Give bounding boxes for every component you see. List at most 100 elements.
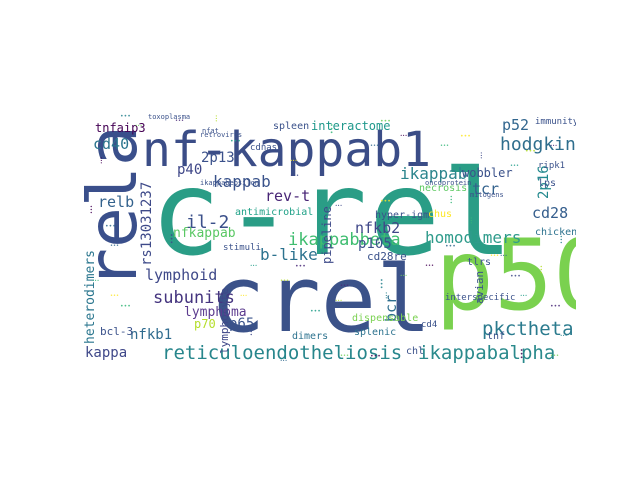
word: p50 <box>435 219 576 333</box>
word: p40 <box>177 162 203 178</box>
filler-word: ••• <box>310 308 321 315</box>
word: ikappabbeta <box>288 230 401 250</box>
filler-word: ••• <box>214 114 219 122</box>
filler-word: ••• <box>510 163 520 169</box>
filler-word: ••• <box>479 151 484 159</box>
word: heterodimers <box>83 250 98 344</box>
filler-word: ••• <box>380 118 391 125</box>
filler-word: ••• <box>335 203 343 208</box>
filler-word: ••• <box>290 173 300 179</box>
filler-word: ••• <box>370 143 380 149</box>
filler-word: ••• <box>539 264 545 274</box>
word: toxoplasma <box>148 113 191 121</box>
word: splenic <box>354 327 397 338</box>
word: chicken <box>535 227 576 238</box>
word: rs13031237 <box>139 181 155 266</box>
filler-word: ••• <box>500 253 508 258</box>
filler-word: ••• <box>379 278 386 289</box>
filler-word: ••• <box>92 278 100 283</box>
word: bcl-3 <box>100 325 134 338</box>
filler-word: ••• <box>520 293 528 298</box>
filler-word: ••• <box>519 348 526 359</box>
word: 2p13 <box>201 150 235 166</box>
word: cd28 <box>532 204 569 222</box>
word: lymphocyte <box>218 287 231 354</box>
filler-word: ••• <box>525 148 536 155</box>
filler-word: ••• <box>329 123 336 134</box>
filler-word: ••• <box>384 291 389 299</box>
word: interactome <box>311 119 391 133</box>
word: p105 <box>358 236 392 252</box>
word: chl <box>406 346 425 357</box>
filler-word: ••• <box>460 133 471 140</box>
word: ikappabalpha <box>418 342 556 364</box>
filler-word: ••• <box>135 123 143 128</box>
word: necrosis <box>419 183 468 194</box>
word: cdnas <box>250 143 278 153</box>
word: kappab <box>213 172 271 191</box>
filler-word: ••• <box>290 158 298 163</box>
filler-word: ••• <box>280 278 290 284</box>
word: pkctheta <box>482 318 574 340</box>
word: ripk1 <box>538 161 566 171</box>
word: stimuli <box>223 243 261 253</box>
word: ikappab <box>400 164 468 183</box>
word: relb <box>98 193 135 211</box>
word: interspecific <box>445 293 516 303</box>
filler-word: ••• <box>335 298 343 303</box>
word: rev-t <box>265 187 311 205</box>
filler-word: ••• <box>250 263 258 268</box>
word: b-like <box>260 245 318 264</box>
filler-word: ••• <box>380 198 391 205</box>
filler-word: ••• <box>105 223 116 230</box>
word: ikappabepsilon <box>200 179 260 187</box>
word: hodgkin <box>500 134 576 155</box>
filler-word: ••• <box>550 143 558 148</box>
word: il-2 <box>186 212 230 233</box>
filler-word: ••• <box>120 303 131 310</box>
word: p70 <box>194 317 216 331</box>
word: nf-kappab1 <box>142 122 431 178</box>
word: p52 <box>502 116 530 134</box>
word: dispensable <box>352 313 419 324</box>
filler-word: ••• <box>440 143 450 149</box>
filler-word: ••• <box>175 118 185 124</box>
filler-word: ••• <box>559 234 565 244</box>
word: cd28re <box>367 250 407 263</box>
filler-word: ••• <box>400 133 408 138</box>
filler-word: ••• <box>400 273 408 278</box>
word: wobbler <box>462 166 513 180</box>
filler-word: ••• <box>295 263 306 270</box>
filler-word: ••• <box>370 353 381 360</box>
filler-word: ••• <box>445 243 456 250</box>
filler-word: ••• <box>110 293 120 299</box>
word: homodimers <box>425 228 522 247</box>
word: immunity <box>535 117 576 127</box>
filler-word: ••• <box>469 216 474 224</box>
word: lymphoma <box>184 305 247 320</box>
word: retrovirus <box>200 131 243 139</box>
filler-word: ••• <box>340 353 350 359</box>
filler-word: ••• <box>320 213 330 219</box>
word: oncoprotein <box>425 179 472 187</box>
filler-word: ••• <box>449 194 455 204</box>
word: cd40 <box>93 135 130 153</box>
filler-word: ••• <box>169 233 176 244</box>
filler-word: ••• <box>490 253 500 259</box>
word: subunits <box>153 288 235 308</box>
word: nfat <box>202 127 219 135</box>
filler-word: ••• <box>110 243 120 249</box>
word: mitogens <box>470 191 504 199</box>
word: spleen <box>273 121 310 132</box>
word: nfkb1 <box>130 327 173 343</box>
filler-word: ••• <box>510 273 521 280</box>
filler-word: ••• <box>560 333 568 338</box>
word: dimers <box>292 331 329 342</box>
word: p65 <box>229 316 255 332</box>
filler-word: ••• <box>425 263 435 269</box>
filler-word: ••• <box>89 204 95 214</box>
filler-word: ••• <box>550 353 560 359</box>
filler-word: ••• <box>120 113 131 120</box>
word: nfkb2 <box>355 219 401 237</box>
